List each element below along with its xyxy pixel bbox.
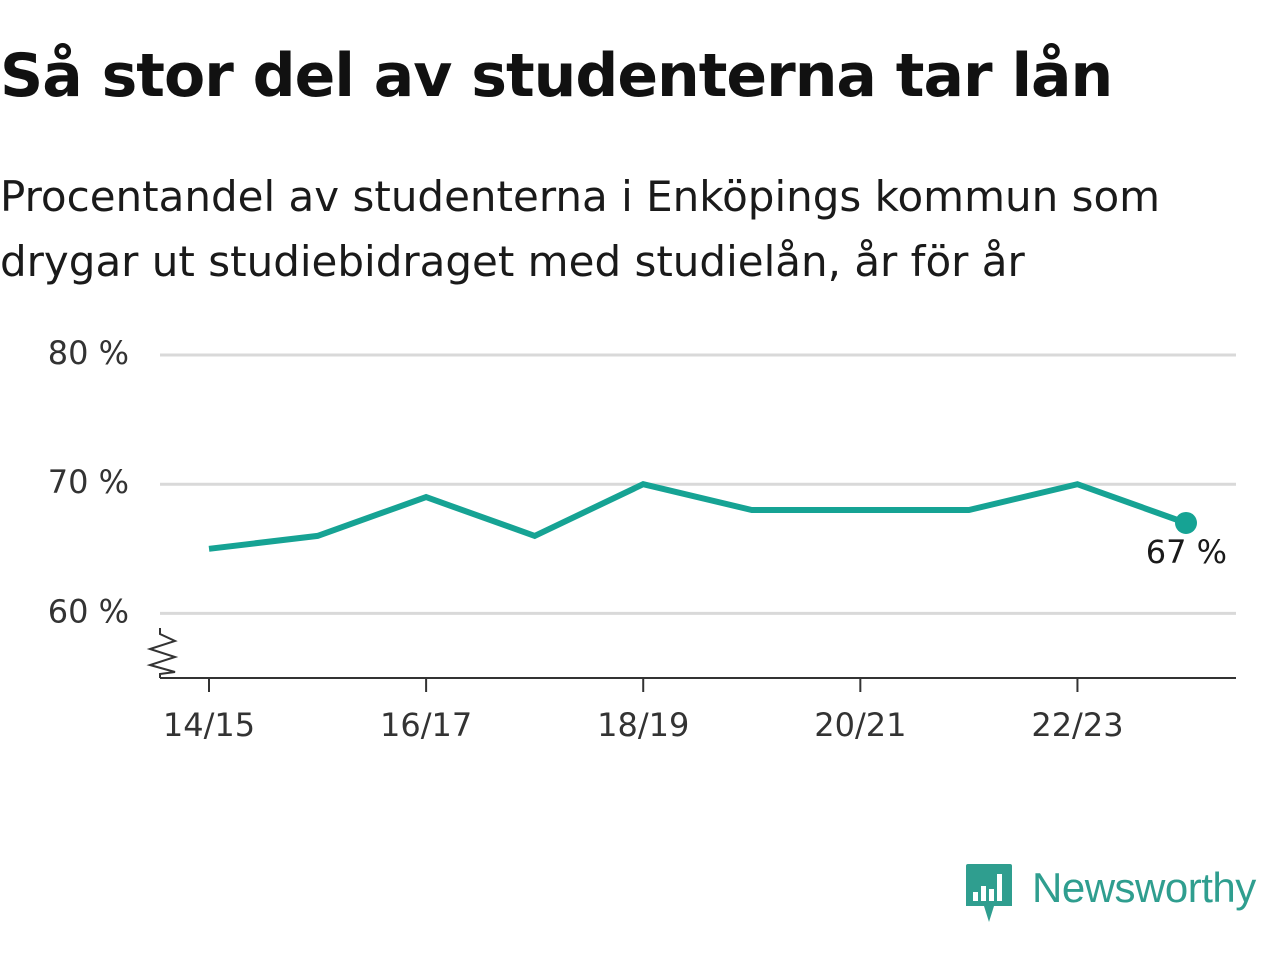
data-labels: 67 %	[1146, 533, 1227, 571]
y-tick-label: 60 %	[48, 592, 129, 630]
x-tick-label: 20/21	[814, 706, 906, 744]
chart-subtitle: Procentandel av studenterna i Enköpings …	[0, 172, 1161, 286]
brand-name: Newsworthy	[1032, 864, 1256, 911]
y-tick-label: 80 %	[48, 334, 129, 372]
gridlines	[160, 353, 1236, 615]
x-axis	[146, 628, 1236, 692]
axis-break-icon	[146, 628, 179, 678]
brand: Newsworthy	[964, 862, 1256, 926]
x-tick-label: 14/15	[163, 706, 255, 744]
y-tick-label: 70 %	[48, 463, 129, 501]
x-tick-label: 22/23	[1031, 706, 1123, 744]
series-line	[208, 481, 1188, 552]
chart-title: Så stor del av studenterna tar lån	[0, 41, 1113, 111]
series	[208, 481, 1197, 552]
newsworthy-logo-icon	[966, 864, 1012, 922]
end-point-marker	[1175, 511, 1197, 534]
x-tick-label: 18/19	[597, 706, 689, 744]
x-tick-labels: 14/15 16/17 18/19 20/21 22/23	[163, 706, 1124, 744]
y-tick-labels: 60 % 70 % 80 %	[48, 334, 129, 630]
end-value-label: 67 %	[1146, 533, 1227, 571]
x-tick-label: 16/17	[380, 706, 472, 744]
